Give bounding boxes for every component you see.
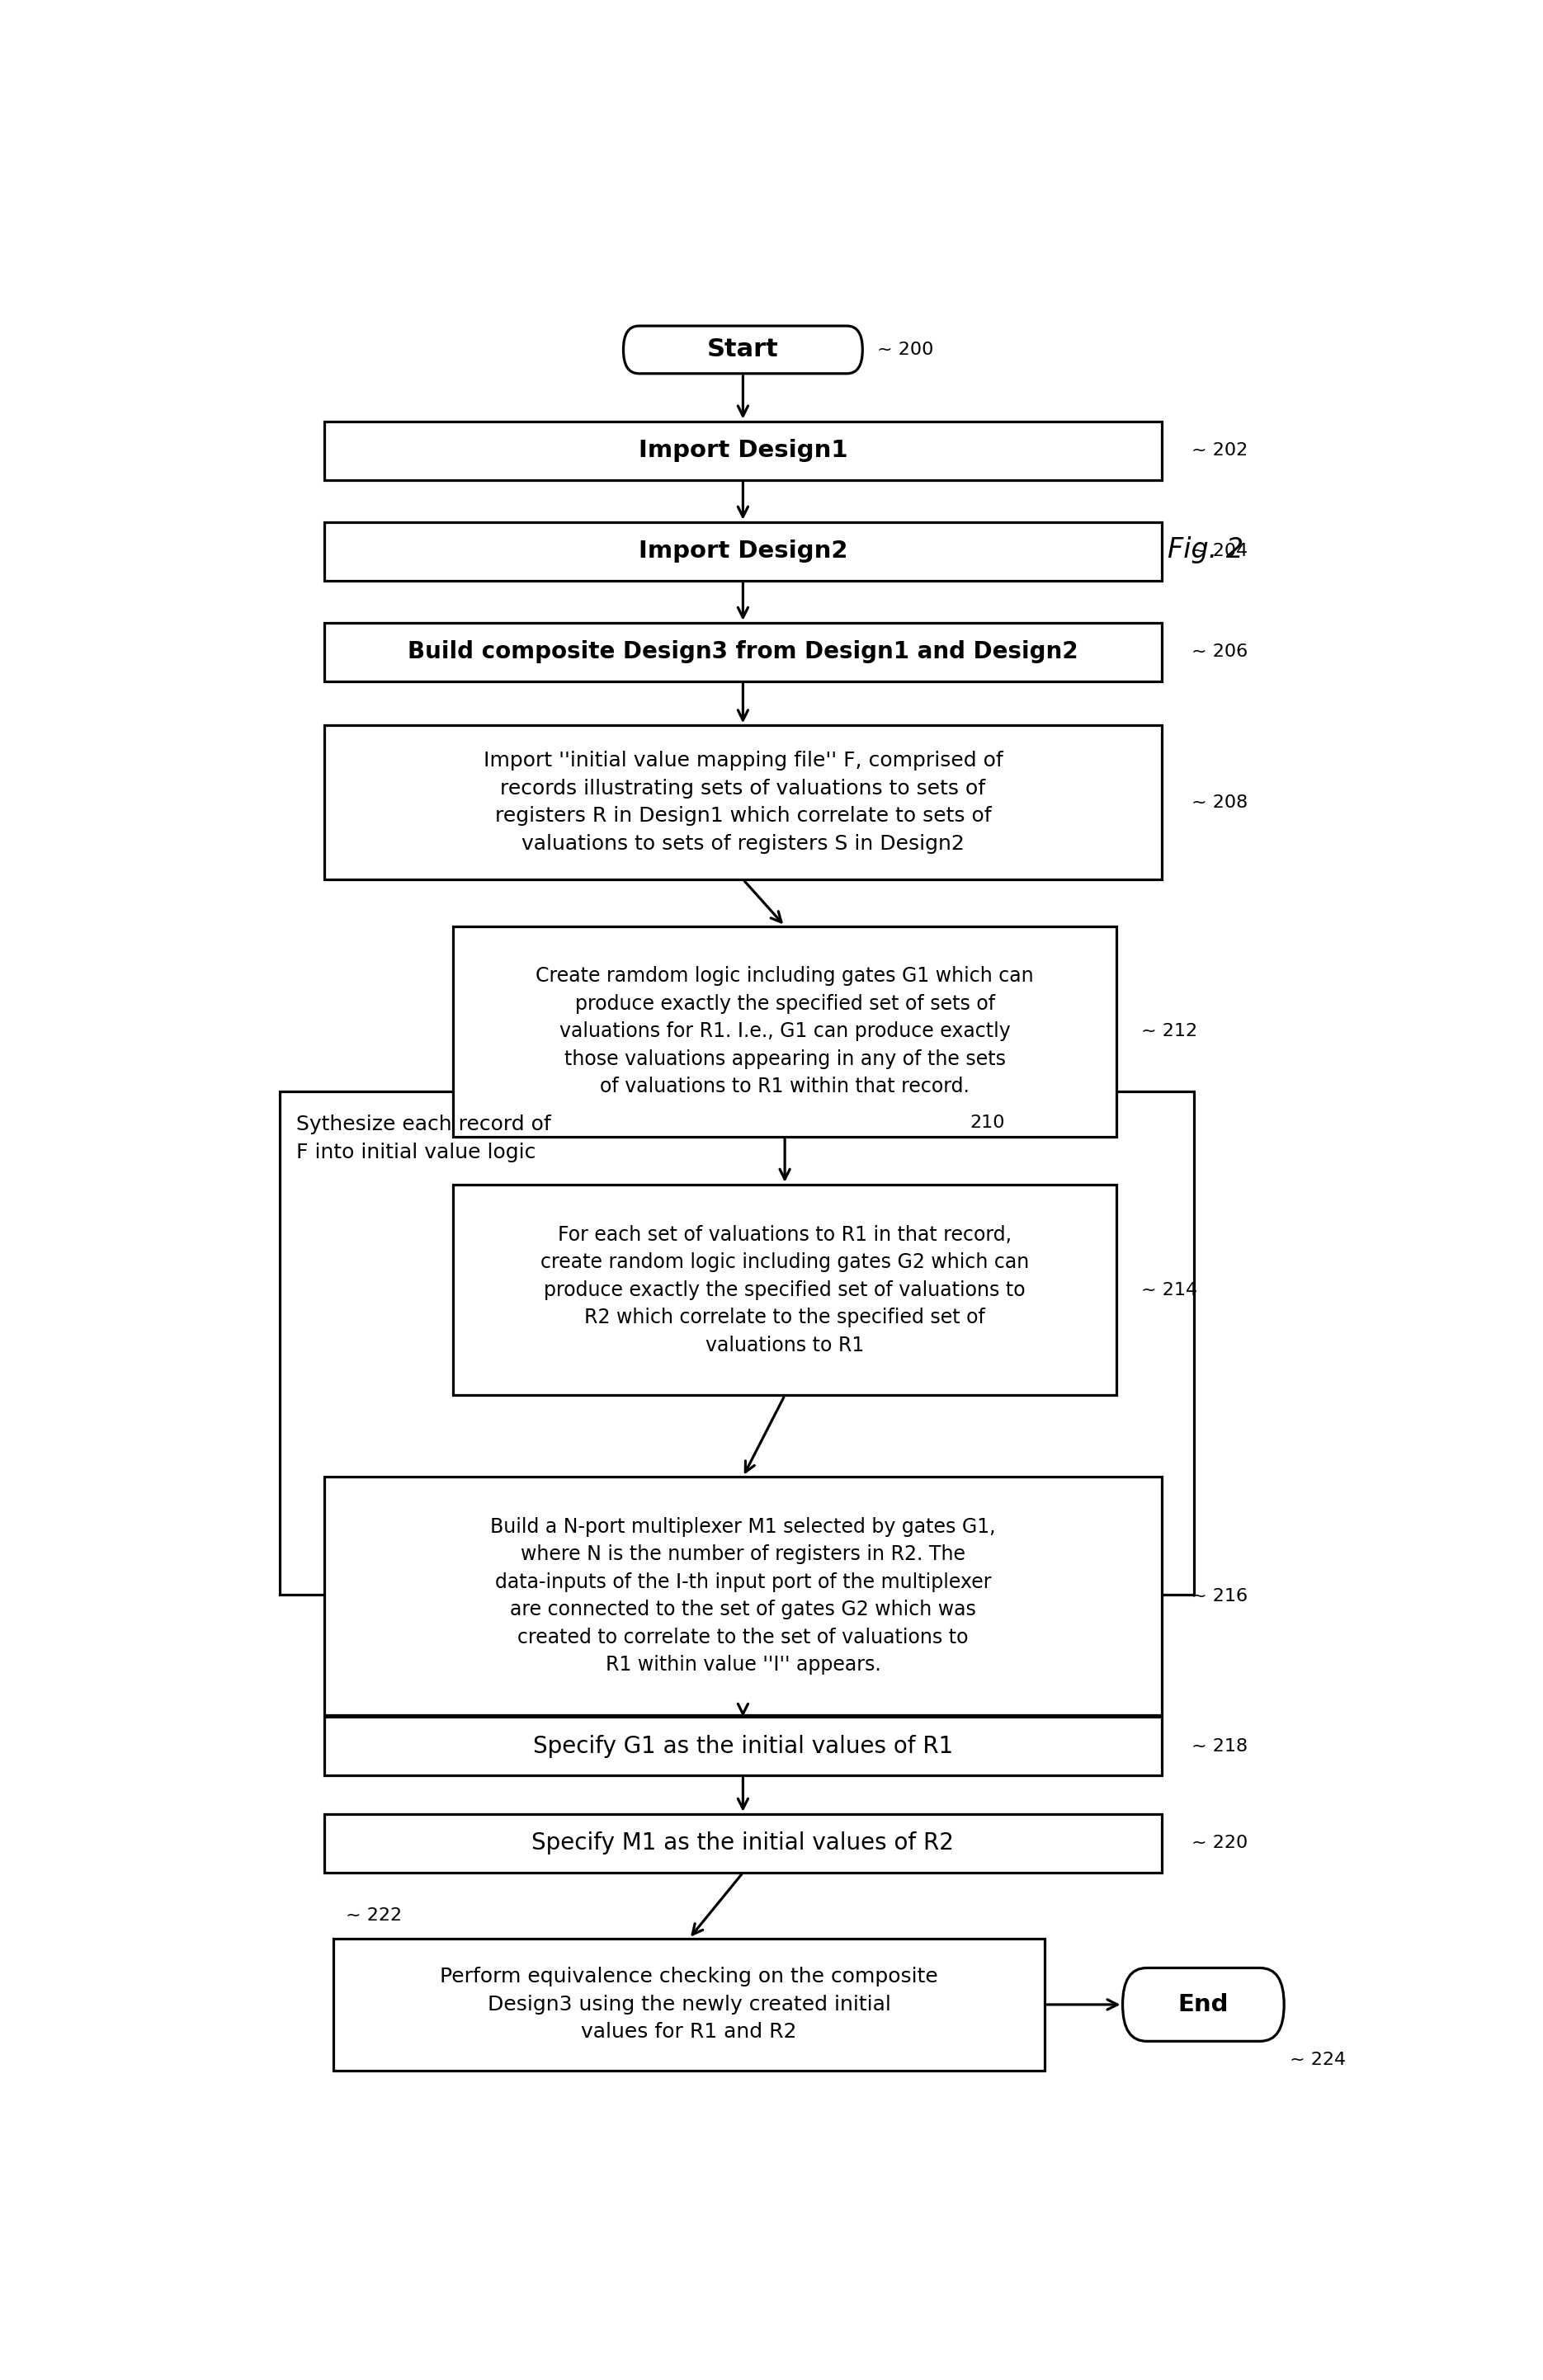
Text: End: End — [1177, 1992, 1228, 2016]
Text: Create ramdom logic including gates G1 which can
produce exactly the specified s: Create ramdom logic including gates G1 w… — [535, 966, 1034, 1097]
Bar — [324, 521, 1162, 581]
FancyBboxPatch shape — [623, 326, 863, 374]
Text: ~ 218: ~ 218 — [1191, 1737, 1248, 1754]
Text: Sythesize each record of
F into initial value logic: Sythesize each record of F into initial … — [296, 1114, 551, 1161]
Text: Build composite Design3 from Design1 and Design2: Build composite Design3 from Design1 and… — [407, 640, 1079, 664]
Text: ~ 222: ~ 222 — [346, 1906, 401, 1923]
Bar — [324, 1476, 1162, 1716]
Bar — [324, 421, 1162, 481]
Text: Import Design1: Import Design1 — [639, 438, 847, 462]
Bar — [324, 1814, 1162, 1873]
Text: ~ 212: ~ 212 — [1142, 1023, 1197, 1040]
Text: ~ 204: ~ 204 — [1191, 543, 1248, 559]
Text: Import Design2: Import Design2 — [639, 540, 847, 564]
Text: Build a N-port multiplexer M1 selected by gates G1,
where N is the number of reg: Build a N-port multiplexer M1 selected b… — [491, 1516, 995, 1676]
Bar — [333, 1940, 1045, 2071]
Text: ~ 216: ~ 216 — [1191, 1587, 1248, 1604]
Text: Specify M1 as the initial values of R2: Specify M1 as the initial values of R2 — [532, 1833, 954, 1854]
Text: ~ 224: ~ 224 — [1290, 2052, 1345, 2068]
Text: For each set of valuations to R1 in that record,
create random logic including g: For each set of valuations to R1 in that… — [540, 1226, 1029, 1354]
Text: ~ 220: ~ 220 — [1191, 1835, 1248, 1852]
Bar — [324, 726, 1162, 878]
Bar — [279, 1090, 1194, 1595]
Text: ~ 202: ~ 202 — [1191, 443, 1248, 459]
Text: 210: 210 — [971, 1114, 1004, 1130]
FancyBboxPatch shape — [1123, 1968, 1284, 2042]
Text: Specify G1 as the initial values of R1: Specify G1 as the initial values of R1 — [532, 1735, 954, 1759]
Bar — [324, 624, 1162, 681]
Text: ~ 214: ~ 214 — [1142, 1280, 1197, 1297]
Bar — [454, 926, 1117, 1138]
Bar — [324, 1716, 1162, 1775]
Bar — [454, 1185, 1117, 1395]
Text: Fig. 2: Fig. 2 — [1168, 536, 1244, 564]
Text: Perform equivalence checking on the composite
Design3 using the newly created in: Perform equivalence checking on the comp… — [440, 1966, 938, 2042]
Text: Import ''initial value mapping file'' F, comprised of
records illustrating sets : Import ''initial value mapping file'' F,… — [483, 752, 1003, 854]
Text: ~ 208: ~ 208 — [1191, 795, 1248, 812]
Text: Start: Start — [707, 338, 779, 362]
Text: ~ 200: ~ 200 — [876, 340, 934, 357]
Text: ~ 206: ~ 206 — [1191, 645, 1248, 659]
